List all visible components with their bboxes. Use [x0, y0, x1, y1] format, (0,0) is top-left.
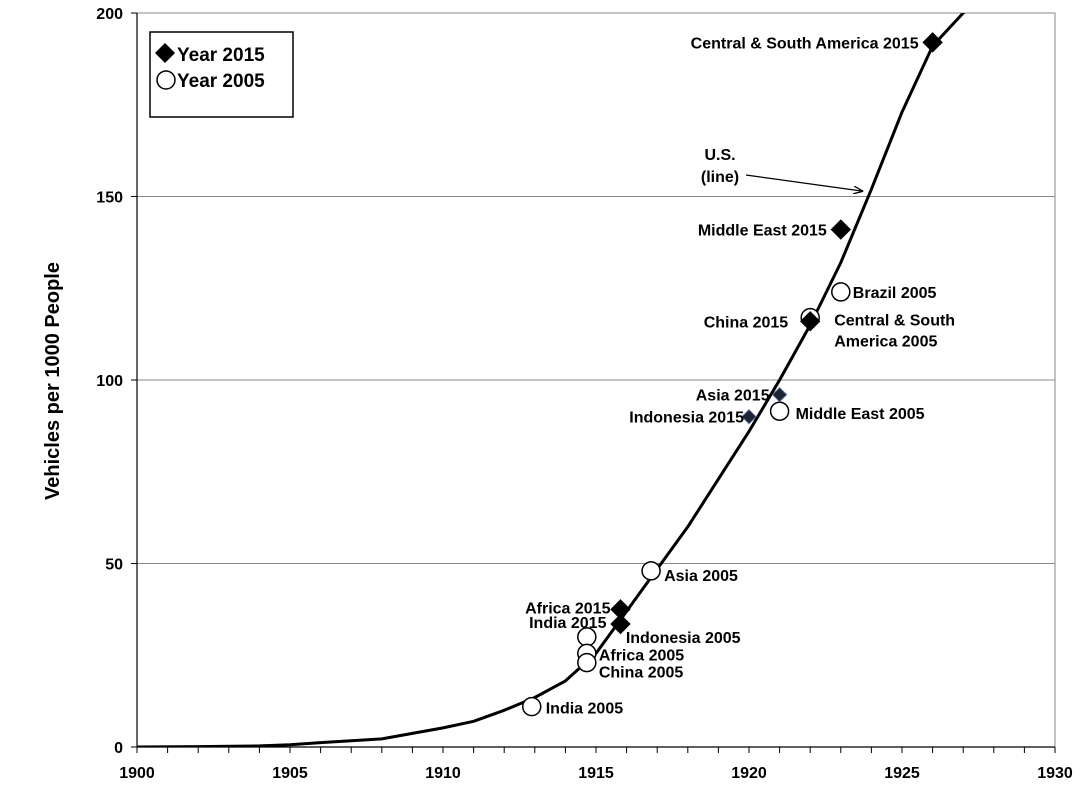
marker-2015	[741, 408, 757, 425]
legend: Year 2015 Year 2005	[149, 31, 294, 118]
x-tick-label: 1930	[1037, 765, 1073, 782]
annotation-line: (line)	[701, 169, 739, 186]
annotation-arrow	[745, 174, 862, 191]
point-label-2015: Indonesia 2015	[629, 410, 744, 427]
axes	[131, 12, 1056, 753]
marker-2015	[830, 219, 852, 240]
markers	[521, 32, 943, 717]
point-label-2015: Middle East 2015	[698, 223, 827, 240]
x-tick-label: 1920	[731, 765, 767, 782]
annotation-us: U.S.	[704, 147, 735, 164]
marker-2015	[771, 386, 788, 403]
tick-labels: 0 50 100 150 200 1900 1905 1910 1915 1920 1925 1930	[96, 6, 1073, 782]
point-label-2005-line2: America 2005	[834, 334, 937, 351]
x-tick-label: 1915	[578, 765, 614, 782]
point-label-2015: China 2015	[704, 314, 789, 331]
point-label-2005: Africa 2005	[599, 647, 684, 664]
legend-diamond-icon	[155, 43, 175, 63]
y-tick-label: 0	[114, 740, 123, 757]
marker-2015	[799, 311, 821, 332]
point-label-2005: China 2005	[599, 665, 684, 682]
marker-2005	[521, 696, 542, 717]
x-tick-label: 1905	[272, 765, 308, 782]
marker-2005	[641, 561, 661, 581]
legend-circle-icon	[156, 70, 176, 90]
point-label-2005: Indonesia 2005	[626, 630, 741, 647]
us-line-annotation: U.S. (line)	[701, 147, 862, 191]
legend-label-2005: Year 2005	[177, 71, 265, 92]
y-tick-label: 150	[96, 190, 123, 207]
point-label-2015: Asia 2015	[696, 388, 770, 405]
marker-2005	[769, 401, 790, 421]
marker-2015	[610, 613, 631, 635]
x-tick-label: 1925	[884, 765, 920, 782]
marker-2015	[922, 32, 943, 53]
y-axis-label: Vehicles per 1000 People	[42, 262, 64, 500]
y-tick-label: 100	[96, 373, 123, 390]
y-tick-label: 50	[105, 557, 123, 574]
point-label-2005: Middle East 2005	[796, 406, 925, 423]
point-label-2005: Asia 2005	[664, 568, 738, 585]
x-tick-label: 1910	[425, 765, 461, 782]
point-label-2015: India 2015	[529, 615, 606, 632]
point-label-2005-line1: Central & South	[834, 313, 955, 330]
point-labels: Central & South America 2015 Middle East …	[525, 35, 955, 717]
marker-2005	[831, 282, 851, 302]
point-label-2005: Brazil 2005	[853, 285, 937, 302]
point-label-2015: Africa 2015	[525, 600, 610, 617]
grid-lines	[137, 196, 1055, 564]
x-tick-label: 1900	[119, 765, 155, 782]
legend-label-2015: Year 2015	[177, 45, 265, 66]
point-label-2005: India 2005	[546, 701, 623, 718]
marker-2005	[577, 652, 597, 673]
y-tick-label: 200	[96, 6, 123, 23]
point-label-2015: Central & South America 2015	[691, 35, 919, 52]
